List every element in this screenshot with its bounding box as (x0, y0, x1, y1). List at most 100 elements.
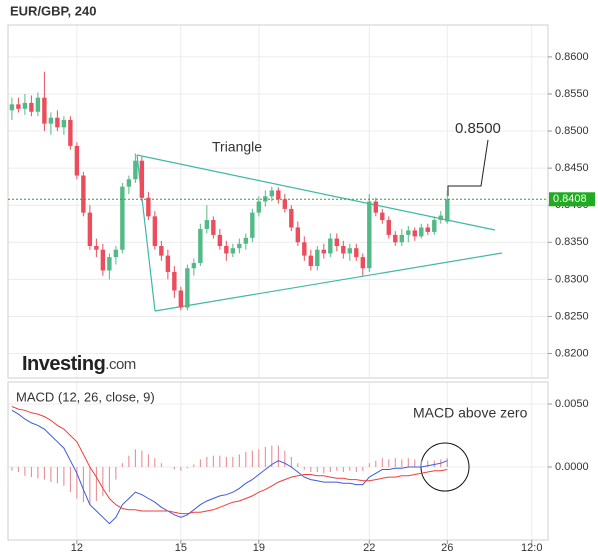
candle-body (328, 238, 333, 254)
candle-body (334, 238, 340, 246)
candle-body (354, 248, 359, 258)
candle-body (68, 119, 73, 146)
candle-body (94, 245, 99, 250)
candle-body (282, 199, 288, 209)
brand-name: Investing (22, 353, 105, 375)
chart-title: EUR/GBP, 240 (10, 3, 96, 18)
candle-body (386, 220, 391, 235)
candle-body (393, 234, 398, 243)
candle-body (224, 245, 229, 254)
candle-body (295, 227, 301, 243)
candle-body (445, 199, 450, 222)
macd-label: MACD (12, 26, close, 9) (16, 389, 155, 404)
triangle-label: Triangle (212, 139, 262, 155)
candle-body (198, 228, 203, 264)
triangle-lower (154, 252, 503, 312)
y-tick-label: 0.8500 (555, 125, 589, 137)
candle-body (42, 97, 47, 124)
candle-body (126, 179, 132, 187)
x-tick-label: 22 (363, 542, 375, 554)
candle-body (172, 271, 177, 291)
candle-body (321, 249, 327, 254)
candle-body (250, 212, 255, 238)
candle-body (87, 212, 93, 246)
current-price-label: 0.8408 (553, 193, 587, 205)
candle-body (347, 248, 353, 254)
candle-body (165, 255, 171, 272)
candle-body (22, 102, 28, 109)
current-price-box (549, 192, 595, 207)
candle-body (133, 160, 138, 180)
candle-body (139, 160, 145, 198)
candle-body (48, 117, 54, 124)
candle-body (100, 249, 106, 271)
candle-body (217, 234, 223, 246)
y-tick-label: 0.8300 (555, 273, 589, 285)
candle-body (146, 197, 151, 217)
triangle-upper (136, 154, 496, 231)
candle-body (419, 227, 424, 237)
target-pointer (447, 139, 489, 196)
candle-body (113, 249, 119, 258)
candle-body (107, 257, 112, 271)
target-label: 0.8500 (455, 120, 501, 137)
candle-body (399, 234, 404, 243)
brand-suffix: .com (105, 356, 136, 373)
candle-body (276, 190, 281, 200)
macd-note: MACD above zero (413, 405, 528, 421)
candle-body (406, 230, 411, 235)
macd-y-tick-label: 0.0050 (555, 398, 589, 410)
x-tick-label: 26 (441, 542, 453, 554)
candle-body (211, 220, 216, 235)
candle-body (16, 104, 21, 109)
candle-body (373, 201, 378, 213)
candle-body (9, 104, 15, 111)
x-tick-label: 12:0 (521, 542, 542, 554)
macd-line (11, 409, 448, 525)
candle-body (243, 237, 249, 244)
candle-body (289, 208, 294, 228)
brand-logo: Investing.com (22, 353, 136, 375)
candle-body (308, 255, 314, 267)
candle-body (152, 216, 158, 246)
candle-body (74, 145, 80, 176)
candle-body (315, 249, 320, 267)
price-panel (7, 24, 549, 379)
y-tick-label: 0.8550 (555, 88, 589, 100)
candle-body (81, 175, 86, 213)
candle-body (159, 245, 164, 256)
candle-body (302, 242, 307, 256)
candle-body (204, 220, 210, 229)
macd-line (11, 406, 448, 515)
candle-body (432, 220, 437, 232)
x-tick-label: 19 (253, 542, 265, 554)
y-tick-label: 0.8200 (555, 347, 589, 359)
candle-body (35, 97, 41, 112)
candle-body (256, 201, 262, 213)
candle-body (120, 186, 125, 250)
y-tick-label: 0.8450 (555, 162, 589, 174)
candle-body (29, 102, 34, 112)
macd-panel (7, 381, 549, 541)
y-tick-label: 0.8250 (555, 310, 589, 322)
candle-body (237, 243, 242, 249)
candle-body (412, 230, 417, 237)
candle-body (380, 212, 385, 221)
candle-body (55, 117, 60, 128)
candle-body (61, 119, 67, 128)
candle-body (360, 257, 366, 269)
x-tick-label: 15 (175, 542, 187, 554)
candle-body (178, 290, 184, 308)
candle-body (341, 245, 346, 254)
candle-body (269, 190, 275, 197)
candle-body (367, 201, 372, 269)
x-tick-label: 12 (71, 542, 83, 554)
macd-y-tick-label: 0.0000 (555, 461, 589, 473)
candle-body (230, 248, 236, 254)
candle-body (425, 227, 430, 232)
y-tick-label: 0.8600 (555, 51, 589, 63)
candle-body (191, 263, 197, 269)
candle-body (185, 268, 190, 308)
candle-body (438, 215, 443, 221)
